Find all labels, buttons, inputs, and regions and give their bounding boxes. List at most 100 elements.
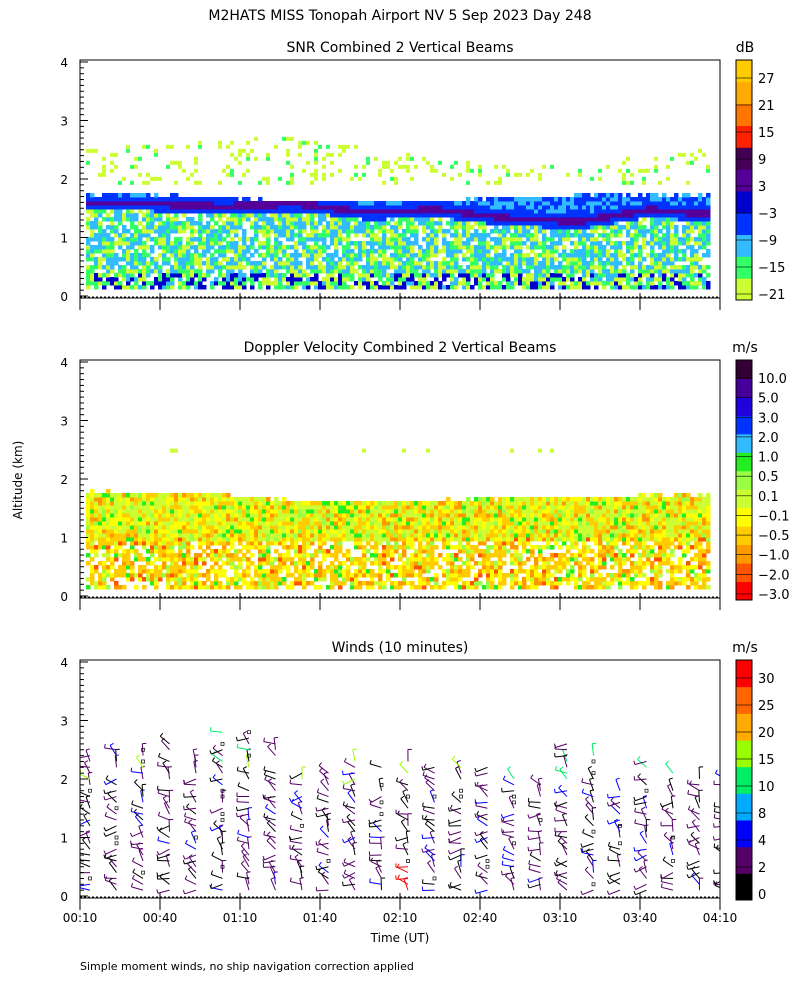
velocity-cell xyxy=(162,508,167,514)
velocity-cell xyxy=(414,528,419,534)
velocity-cell xyxy=(342,532,347,538)
snr-cell xyxy=(262,264,267,270)
velocity-cell xyxy=(166,508,171,514)
velocity-cell xyxy=(334,552,339,558)
snr-cell xyxy=(166,204,171,210)
snr-cell xyxy=(482,284,487,290)
snr-cell xyxy=(234,216,239,222)
snr-cell xyxy=(578,208,583,214)
velocity-cell xyxy=(414,508,419,514)
snr-cell xyxy=(706,248,711,254)
snr-cell xyxy=(162,204,167,210)
snr-cell xyxy=(178,164,182,169)
snr-cell xyxy=(386,212,391,218)
snr-cell xyxy=(302,204,307,210)
snr-cell xyxy=(138,156,142,161)
snr-cell xyxy=(618,280,623,286)
snr-cell xyxy=(286,256,291,262)
velocity-cell xyxy=(294,520,299,526)
velocity-cell xyxy=(254,516,259,522)
snr-cell xyxy=(158,220,163,226)
snr-cell xyxy=(154,224,159,230)
snr-cell xyxy=(502,212,507,218)
snr-cell xyxy=(430,224,435,230)
velocity-cell xyxy=(418,584,423,590)
velocity-cell xyxy=(346,520,351,526)
velocity-cell xyxy=(274,564,279,570)
snr-cell xyxy=(298,220,303,226)
velocity-cell xyxy=(226,532,231,538)
snr-cell xyxy=(598,272,603,278)
velocity-cell xyxy=(230,508,235,514)
velocity-cell xyxy=(270,584,275,590)
snr-cell xyxy=(582,196,587,202)
snr-cell xyxy=(122,284,127,290)
velocity-cell xyxy=(338,512,343,518)
snr-cell xyxy=(594,244,599,250)
velocity-cell xyxy=(206,576,211,582)
velocity-cell xyxy=(190,528,195,534)
velocity-cell xyxy=(342,560,347,566)
velocity-cell xyxy=(138,552,143,558)
snr-cell xyxy=(86,216,91,222)
snr-cell xyxy=(242,200,247,206)
snr-cell xyxy=(566,224,571,230)
snr-cell xyxy=(466,196,471,202)
velocity-cell xyxy=(386,516,391,522)
velocity-cell xyxy=(182,524,187,530)
snr-cell xyxy=(350,176,354,181)
snr-cell xyxy=(434,272,439,278)
snr-cell xyxy=(102,196,107,202)
velocity-cell xyxy=(406,512,411,518)
snr-cell xyxy=(406,200,411,206)
snr-cell xyxy=(126,144,130,149)
snr-cell xyxy=(606,212,611,218)
velocity-cell xyxy=(254,584,259,590)
snr-cell xyxy=(698,192,703,198)
velocity-cell xyxy=(170,512,175,518)
snr-cell xyxy=(242,204,247,210)
snr-cell xyxy=(558,196,563,202)
velocity-cell xyxy=(330,584,335,590)
snr-cell xyxy=(234,240,239,246)
velocity-cell xyxy=(174,528,179,534)
snr-cell xyxy=(514,200,519,206)
snr-cell xyxy=(574,228,579,234)
snr-cell xyxy=(134,268,139,274)
velocity-cell xyxy=(226,552,231,558)
snr-cell xyxy=(274,240,279,246)
snr-cell xyxy=(526,224,531,230)
snr-cell xyxy=(154,240,159,246)
snr-cell xyxy=(458,200,463,206)
velocity-cell xyxy=(378,528,383,534)
snr-cell xyxy=(242,228,247,234)
snr-cell xyxy=(586,216,591,222)
velocity-cell xyxy=(226,508,231,514)
velocity-cell xyxy=(198,492,203,498)
velocity-cell xyxy=(194,556,199,562)
snr-cell xyxy=(366,160,370,165)
velocity-cell xyxy=(106,520,111,526)
snr-cell xyxy=(322,228,327,234)
velocity-cell xyxy=(318,568,323,574)
snr-cell xyxy=(94,204,99,210)
snr-cell xyxy=(522,260,527,266)
snr-cell xyxy=(114,232,119,238)
velocity-cell xyxy=(194,536,199,542)
snr-cell xyxy=(142,264,147,270)
snr-cell xyxy=(310,228,315,234)
velocity-cell xyxy=(330,532,335,538)
snr-cell xyxy=(686,244,691,250)
snr-cell xyxy=(362,272,367,278)
snr-cell xyxy=(614,212,619,218)
velocity-cell xyxy=(262,524,267,530)
snr-cell xyxy=(538,220,543,226)
snr-cell xyxy=(394,220,399,226)
velocity-cell xyxy=(318,504,323,510)
snr-cell xyxy=(474,236,479,242)
snr-cell xyxy=(250,200,255,206)
snr-cell xyxy=(218,272,223,278)
snr-cell xyxy=(546,280,551,286)
snr-cell xyxy=(254,208,259,214)
snr-cell xyxy=(698,220,703,226)
